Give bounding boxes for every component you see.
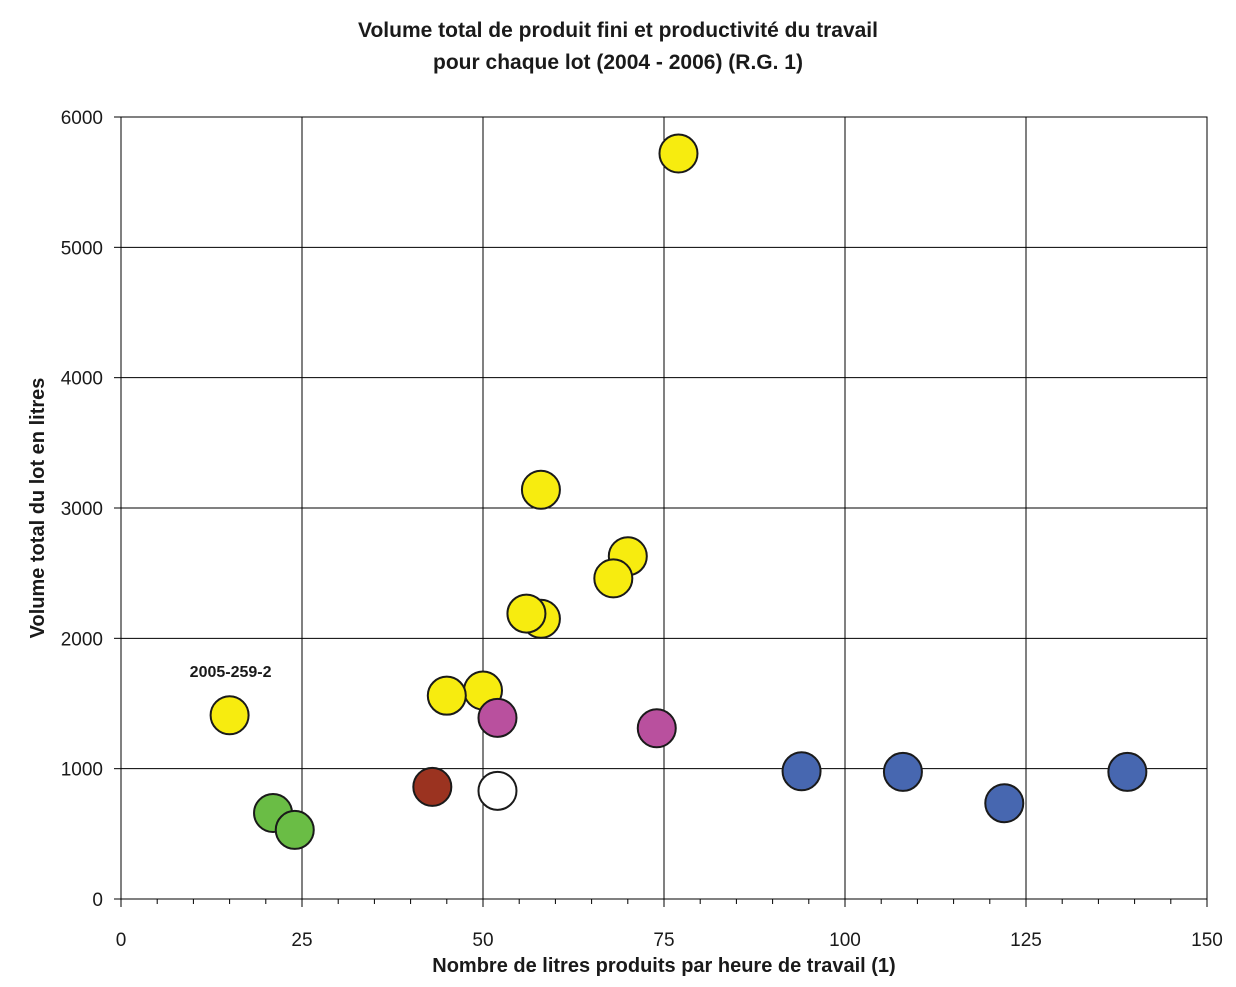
- data-point: [984, 783, 1025, 824]
- y-axis-title: Volume total du lot en litres: [27, 378, 49, 639]
- y-tick-label: 3000: [61, 499, 103, 520]
- y-tick-label: 6000: [61, 108, 103, 129]
- data-point: [477, 697, 518, 738]
- x-tick-label: 25: [291, 930, 312, 951]
- x-tick-label: 125: [1010, 930, 1042, 951]
- data-point: [426, 675, 467, 716]
- y-tick-label: 1000: [61, 760, 103, 781]
- x-tick-label: 150: [1191, 930, 1223, 951]
- data-point: [209, 695, 250, 736]
- data-point: [1107, 751, 1148, 792]
- data-point: [593, 558, 634, 599]
- chart-title-line-1: Volume total de produit fini et producti…: [358, 19, 878, 42]
- y-tick-label: 5000: [61, 238, 103, 259]
- data-point: [412, 766, 453, 807]
- data-point: [658, 133, 699, 174]
- point-annotation: 2005-259-2: [190, 664, 272, 681]
- y-tick-label: 4000: [61, 369, 103, 390]
- x-tick-label: 50: [472, 930, 493, 951]
- y-tick-label: 2000: [61, 629, 103, 650]
- data-point: [781, 751, 822, 792]
- y-tick-label: 0: [92, 890, 103, 911]
- data-point: [506, 593, 547, 634]
- x-tick-label: 100: [829, 930, 861, 951]
- data-points: [209, 133, 1148, 850]
- data-point: [477, 770, 518, 811]
- data-point: [882, 751, 923, 792]
- annotations: 2005-259-2: [190, 664, 272, 681]
- tick-labels: 0 25 50 75 100 125 150 0 1000 2000 3000 4000 5000 600…: [61, 108, 1223, 951]
- x-tick-label: 0: [116, 930, 127, 951]
- chart-title-line-2: pour chaque lot (2004 - 2006) (R.G. 1): [433, 51, 803, 74]
- data-point: [636, 708, 677, 749]
- x-tick-label: 75: [653, 930, 674, 951]
- data-point: [274, 809, 315, 850]
- axis-ticks: [114, 116, 1208, 907]
- data-point: [520, 469, 561, 510]
- x-axis-title: Nombre de litres produits par heure de t…: [432, 955, 895, 977]
- gridlines: [121, 117, 1207, 899]
